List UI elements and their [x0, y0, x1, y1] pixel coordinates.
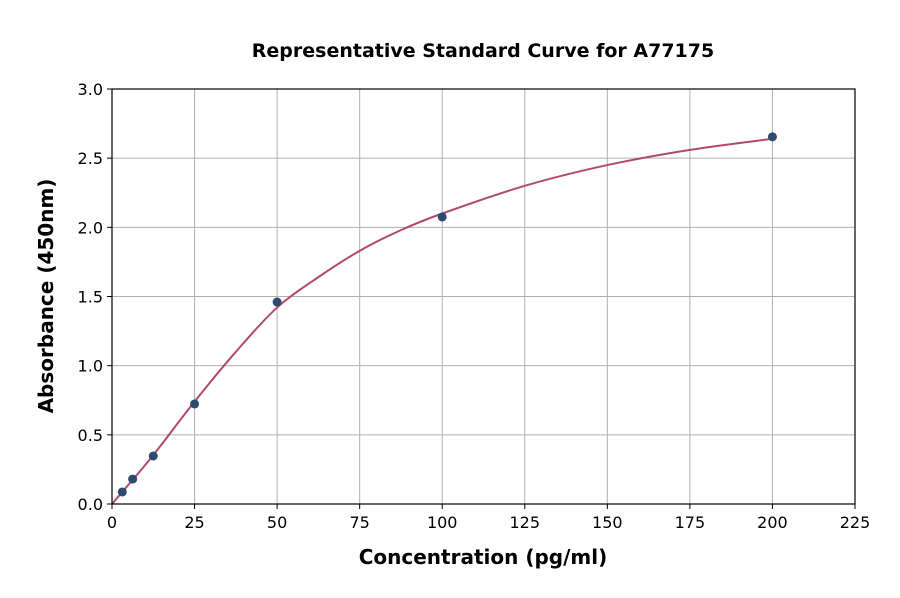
y-tick-label: 0.0 [78, 495, 103, 514]
y-tick-label: 0.5 [78, 426, 103, 445]
x-tick-label: 100 [427, 513, 458, 532]
grid [111, 88, 856, 505]
data-point [128, 474, 138, 484]
y-tick-label: 3.0 [78, 80, 103, 99]
x-tick-label: 50 [267, 513, 287, 532]
data-point [767, 132, 777, 142]
x-tick-label: 125 [510, 513, 541, 532]
y-tick-label: 1.0 [78, 357, 103, 376]
data-point [190, 399, 200, 409]
data-point [117, 487, 127, 497]
x-tick-label: 200 [757, 513, 788, 532]
y-axis-ticks: 0.0 0.5 1.0 1.5 2.0 2.5 3.0 [78, 80, 112, 514]
x-tick-label: 75 [349, 513, 369, 532]
data-point [272, 297, 282, 307]
y-axis-label: Absorbance (450nm) [34, 179, 58, 414]
chart-title: Representative Standard Curve for A77175 [252, 40, 714, 62]
data-points [117, 132, 777, 497]
data-point [148, 451, 158, 461]
x-tick-label: 175 [675, 513, 706, 532]
x-axis-label: Concentration (pg/ml) [359, 545, 608, 569]
x-tick-label: 0 [107, 513, 117, 532]
x-tick-label: 150 [592, 513, 623, 532]
y-tick-label: 2.0 [78, 218, 103, 237]
y-tick-label: 1.5 [78, 288, 103, 307]
x-tick-label: 225 [840, 513, 871, 532]
x-axis-ticks: 0 25 50 75 100 125 150 175 200 225 [107, 504, 870, 532]
data-point [437, 212, 447, 222]
y-tick-label: 2.5 [78, 149, 103, 168]
x-tick-label: 25 [184, 513, 204, 532]
